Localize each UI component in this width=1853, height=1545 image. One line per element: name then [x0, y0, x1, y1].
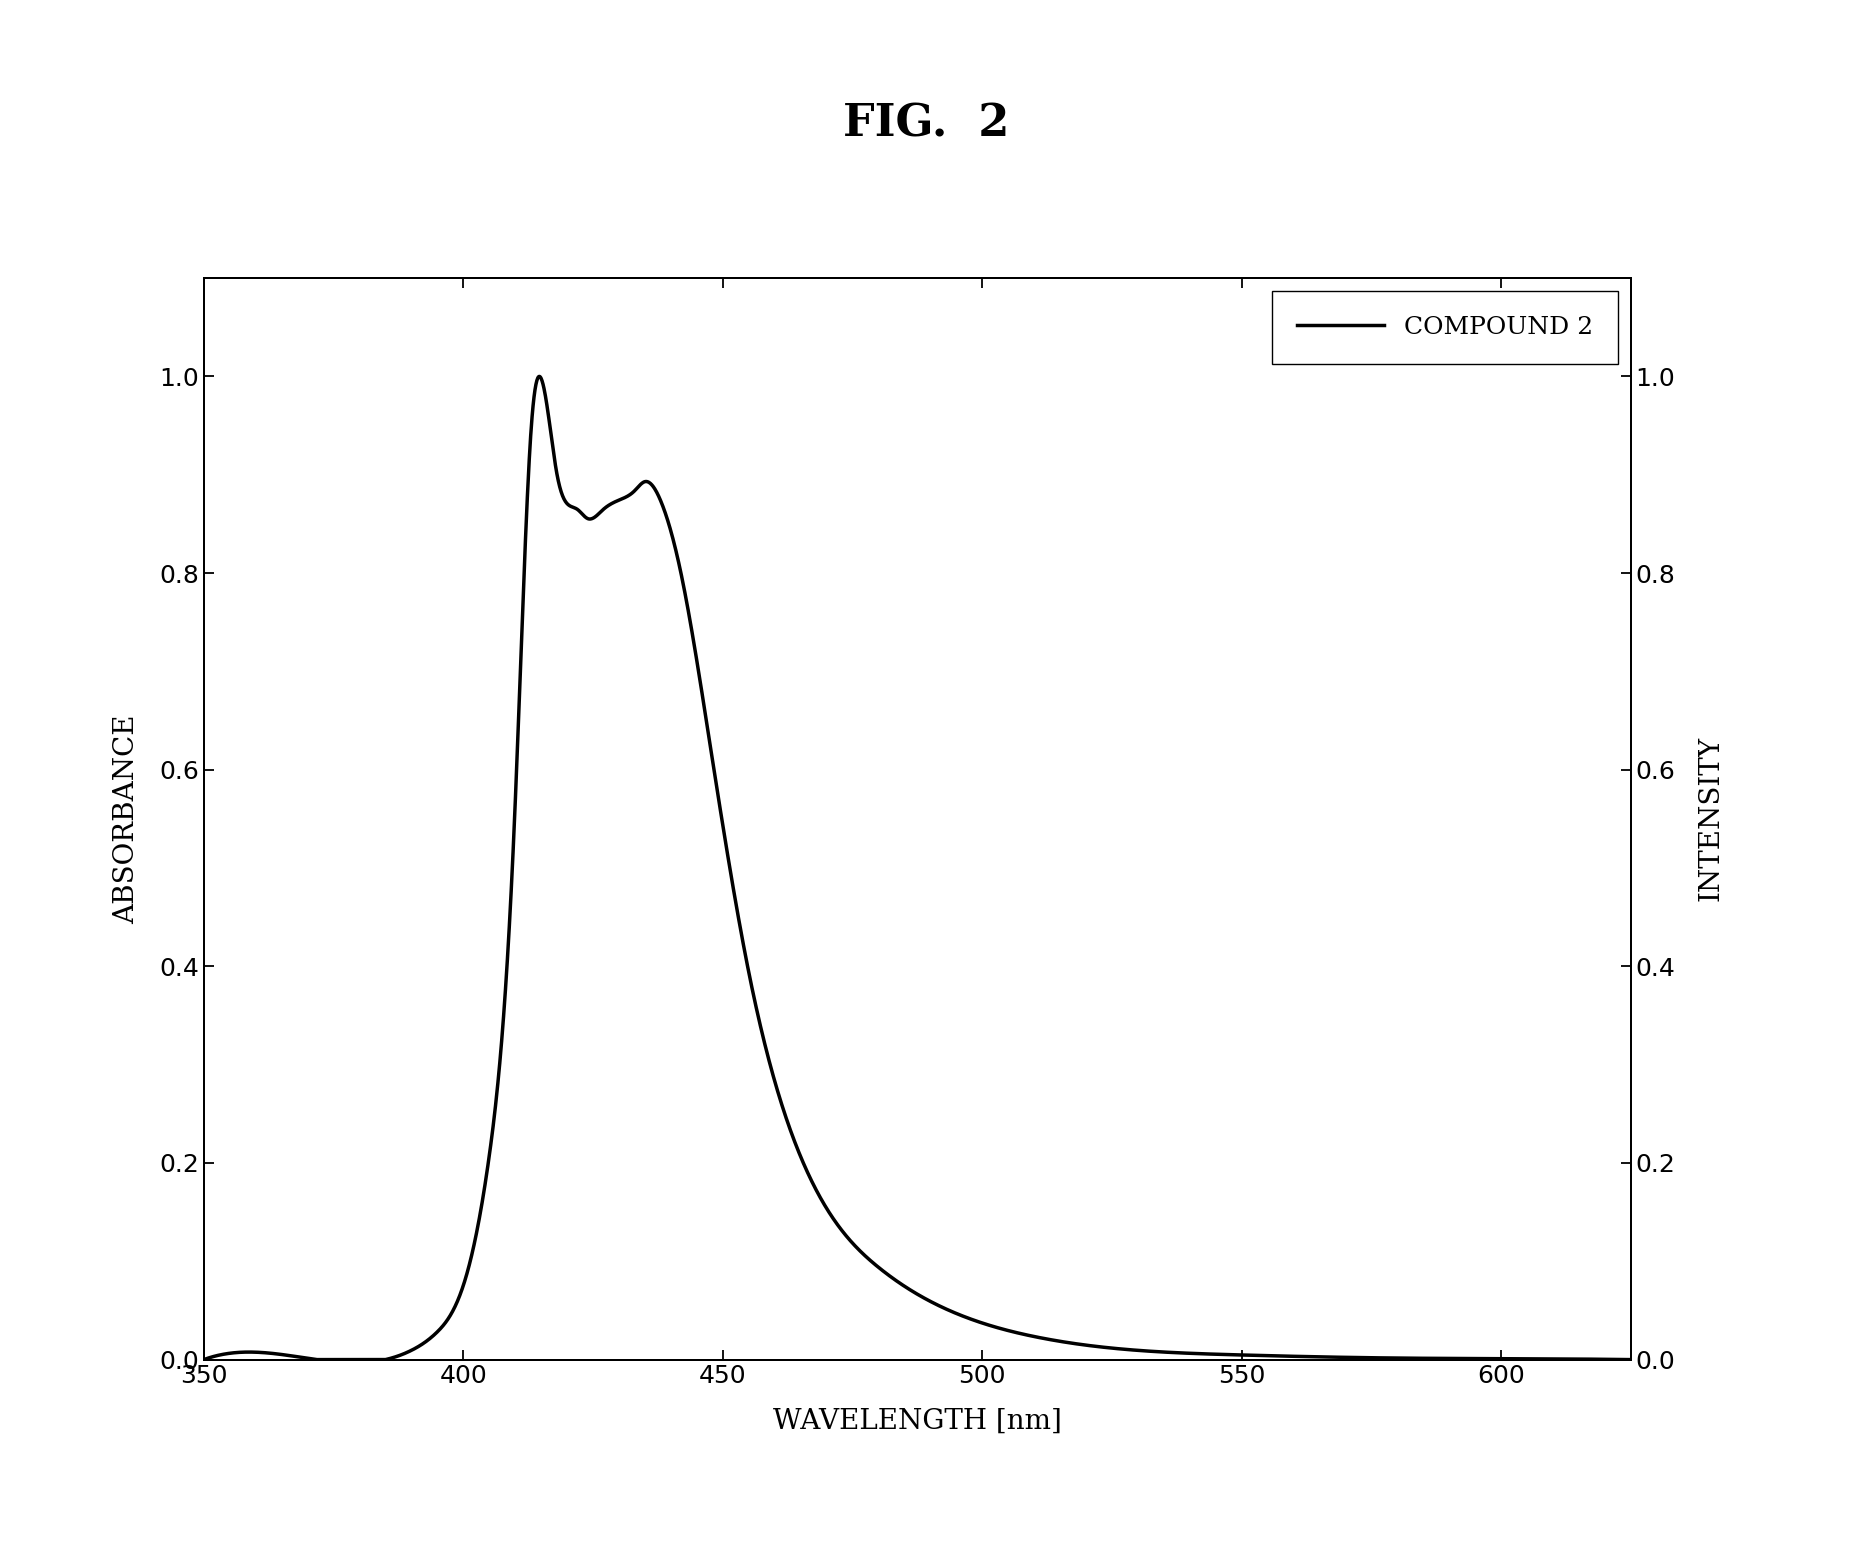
COMPOUND 2 [1620, 1350, 1642, 1369]
COMPOUND 2 [802, 1176, 825, 1194]
Text: FIG.  2: FIG. 2 [843, 102, 1010, 145]
COMPOUND 2 [193, 1350, 215, 1369]
COMPOUND 2 [441, 1304, 463, 1323]
Y-axis label: ABSORBANCE: ABSORBANCE [113, 714, 139, 924]
COMPOUND 2 [528, 368, 550, 386]
COMPOUND 2 [1438, 1349, 1460, 1367]
COMPOUND 2 [1592, 1350, 1614, 1369]
Line: COMPOUND 2: COMPOUND 2 [204, 377, 1631, 1360]
COMPOUND 2 [741, 976, 763, 995]
Legend: COMPOUND 2: COMPOUND 2 [1271, 290, 1618, 363]
X-axis label: WAVELENGTH [nm]: WAVELENGTH [nm] [773, 1407, 1062, 1435]
COMPOUND 2 [356, 1350, 378, 1369]
Y-axis label: INTENSITY: INTENSITY [1697, 737, 1725, 901]
